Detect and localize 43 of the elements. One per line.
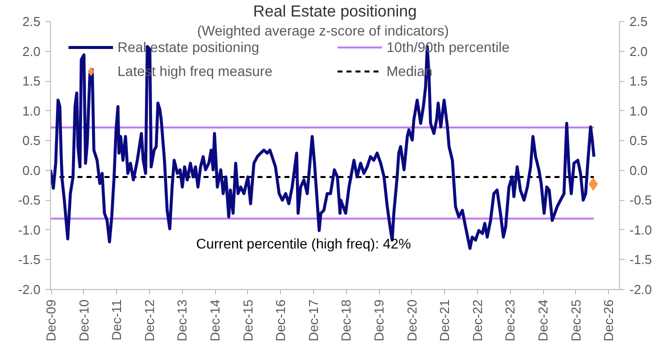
y2-tick-label: -1.0 [630, 222, 652, 238]
y2-tick-label: -2.0 [630, 282, 652, 297]
y-tick-label: 0.0 [22, 162, 41, 178]
x-tick-label: Dec-21 [437, 299, 452, 342]
y-tick-label: -1.5 [18, 252, 41, 268]
x-tick-label: Dec-20 [404, 299, 420, 342]
x-tick-label: Dec-26 [601, 299, 616, 342]
x-tick-label: Dec-15 [240, 299, 256, 342]
x-tick-label: Dec-11 [109, 299, 124, 340]
y-tick-label: 1.0 [22, 103, 41, 118]
x-tick-label: Dec-17 [306, 299, 321, 342]
y-tick-label: 2.0 [22, 44, 41, 59]
x-tick-label: Dec-12 [142, 299, 157, 342]
x-tick-label: Dec-09 [44, 299, 59, 342]
x-tick-label: Dec-25 [568, 299, 584, 342]
y2-tick-label: 1.5 [630, 74, 648, 89]
annotation: Current percentile (high freq): 42% [196, 236, 411, 252]
legend-label: 10th/90th percentile [386, 38, 510, 56]
x-tick-label: Dec-22 [470, 299, 485, 342]
chart-title: Real Estate positioning [253, 4, 417, 20]
x-tick-label: Dec-13 [174, 299, 190, 342]
x-tick-label: Dec-16 [273, 299, 288, 342]
x-tick-label: Dec-14 [208, 299, 223, 342]
y-tick-label: -0.5 [18, 192, 41, 208]
x-tick-label: Dec-18 [338, 299, 354, 342]
x-tick-label: Dec-24 [536, 299, 551, 342]
x-tick-label: Dec-23 [502, 299, 518, 342]
x-tick-label: Dec-19 [372, 299, 387, 342]
legend-label: Real estate positioning [118, 38, 260, 56]
x-tick-label: Dec-10 [76, 299, 92, 342]
y2-tick-label: 0.0 [630, 162, 648, 178]
y2-tick-label: 2.0 [630, 44, 648, 59]
y2-tick-label: 0.5 [630, 133, 648, 148]
y2-tick-label: 1.0 [630, 103, 648, 118]
y-tick-label: -2.0 [18, 282, 41, 297]
y2-tick-label: 2.5 [630, 14, 648, 29]
chart-subtitle: (Weighted average z-score of indicators) [197, 22, 449, 38]
y-tick-label: 2.5 [22, 14, 41, 29]
y-tick-label: 0.5 [22, 133, 41, 148]
y-tick-label: -1.0 [18, 222, 41, 238]
y2-tick-label: -0.5 [630, 192, 652, 208]
y-tick-label: 1.5 [22, 74, 41, 89]
y2-tick-label: -1.5 [630, 252, 652, 268]
